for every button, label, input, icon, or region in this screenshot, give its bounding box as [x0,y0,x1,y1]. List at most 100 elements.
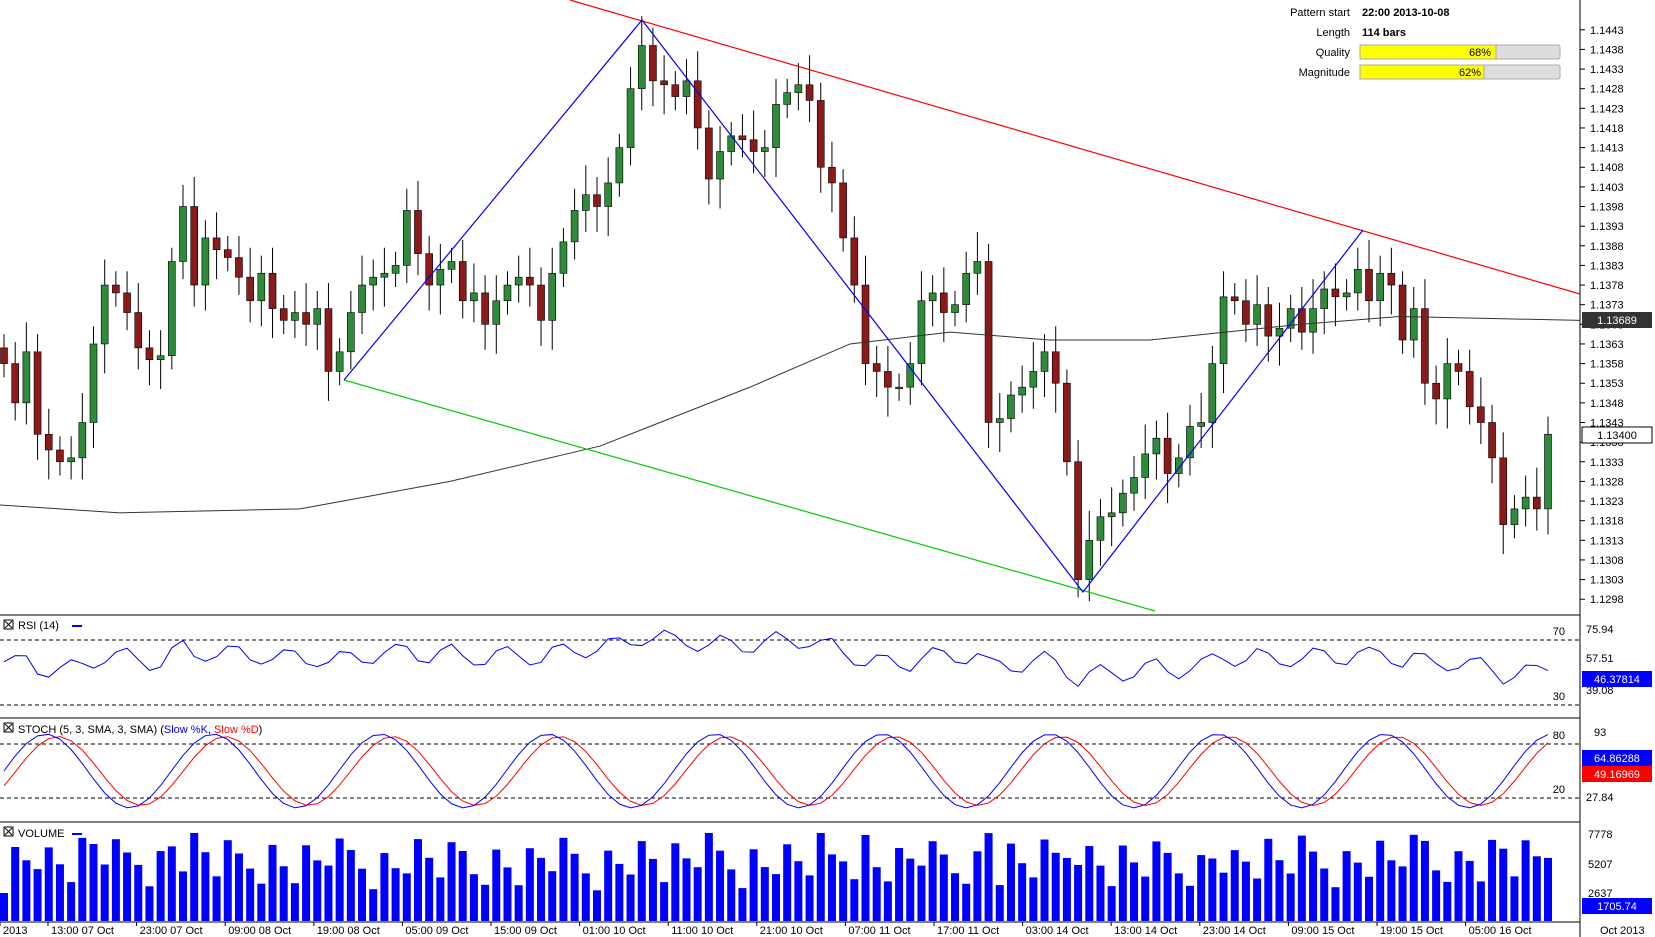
volume-bar [906,858,915,921]
volume-bar [682,858,691,921]
candle-body [447,261,456,270]
time-tick-label: 05:00 16 Oct [1469,925,1532,937]
candle-body [425,253,433,286]
volume-bar [660,882,669,921]
time-tick-label: 19:00 15 Oct [1380,925,1443,937]
stoch-k-tag-text: 64.86288 [1594,753,1640,765]
resistance-line [569,0,1581,295]
candle-body [291,312,299,321]
candle-body [940,292,948,313]
volume-bar [704,833,713,921]
volume-bar [212,876,221,921]
volume-bar [559,837,568,921]
volume-bar [1476,881,1485,921]
candle-body [1242,300,1250,325]
volume-bar [1219,872,1228,921]
candle-body [1219,296,1228,364]
candle-body [302,312,310,325]
stoch-k-polyline [3,733,1549,809]
candle-body [761,147,769,152]
candle-body [604,182,612,207]
candle-body [1029,371,1038,388]
candle-body [268,272,277,309]
time-tick-label: 09:00 15 Oct [1291,925,1354,937]
time-tick-label: 03:00 14 Oct [1026,925,1089,937]
volume-bar [783,844,792,921]
volume-bar [1309,851,1318,921]
candle-body [1398,284,1407,341]
volume-bar [570,853,579,921]
volume-bar [123,852,132,921]
quality-label: Quality [1316,47,1351,59]
rsi-polyline [3,629,1549,688]
volume-bar [436,877,445,921]
ma-price-tag [1582,312,1652,328]
candle-body [123,292,131,313]
stoch-axis-top: 93 [1594,727,1606,739]
candle-body [503,284,512,302]
rsi-current-tag [1582,671,1652,687]
candle-body [671,84,680,97]
volume-bar [1264,838,1273,921]
candle-body [235,257,243,278]
candle-body [279,308,288,321]
volume-bar [167,846,176,921]
time-tick-label: 11:00 10 Oct [671,925,733,937]
candle-body [1421,308,1429,384]
candle-body [772,104,780,148]
candle-body [134,312,143,349]
candle-body [828,166,836,184]
stoch-title: STOCH (5, 3, SMA, 3, SMA) (Slow %K, Slow… [18,724,262,736]
stoch-close: ) [259,724,263,736]
time-tick-label: 01:00 10 Oct [583,925,646,937]
candle-body [1387,272,1396,286]
candle-body [1409,308,1418,341]
volume-bar [1051,852,1060,921]
price-tick-label: 1.1393 [1590,221,1624,233]
price-chart [0,16,1552,602]
candle-body [1085,540,1094,580]
volume-bar [1364,876,1373,921]
candle-body [414,210,422,254]
volume-bar [179,871,188,921]
volume-bar [145,886,154,921]
candle-body [257,272,266,302]
volume-bar [883,881,892,921]
candle-body [1342,292,1351,298]
volume-bar [816,833,825,921]
candle-body [682,80,691,97]
candle-body [1018,386,1026,396]
volume-bar [827,854,836,921]
volume-bar [44,847,53,921]
length-label: Length [1316,27,1350,39]
price-tick-label: 1.1433 [1590,64,1624,76]
candle-body [145,347,154,360]
candle-body [514,276,523,286]
volume-collapse-icon-cross [4,827,13,836]
volume-bar [78,837,87,921]
candle-body [973,261,982,274]
candle-body [1040,351,1049,372]
candle-body [962,272,971,305]
volume-bar [1096,865,1105,921]
candle-body [637,45,646,89]
volume-bar [1420,840,1429,921]
price-tick-label: 1.1388 [1590,241,1624,253]
candle-body [458,261,467,302]
volume-bar [1152,841,1161,921]
volume-bar [469,874,478,921]
volume-bar [234,853,243,921]
quality-value: 68% [1469,47,1491,59]
volume-bar [1398,866,1407,921]
volume-axis-low: 2637 [1588,888,1612,900]
candle-body [324,308,333,372]
candle-body [1331,288,1340,298]
pattern-start-value: 22:00 2013-10-08 [1362,7,1449,19]
volume-bar [391,868,400,921]
price-tick-label: 1.1378 [1590,280,1624,292]
volume-bar [1006,843,1015,921]
price-tick-label: 1.1318 [1590,516,1624,528]
price-tick-label: 1.1403 [1590,182,1624,194]
price-tick-label: 1.1323 [1590,496,1624,508]
volume-bar [413,839,422,921]
